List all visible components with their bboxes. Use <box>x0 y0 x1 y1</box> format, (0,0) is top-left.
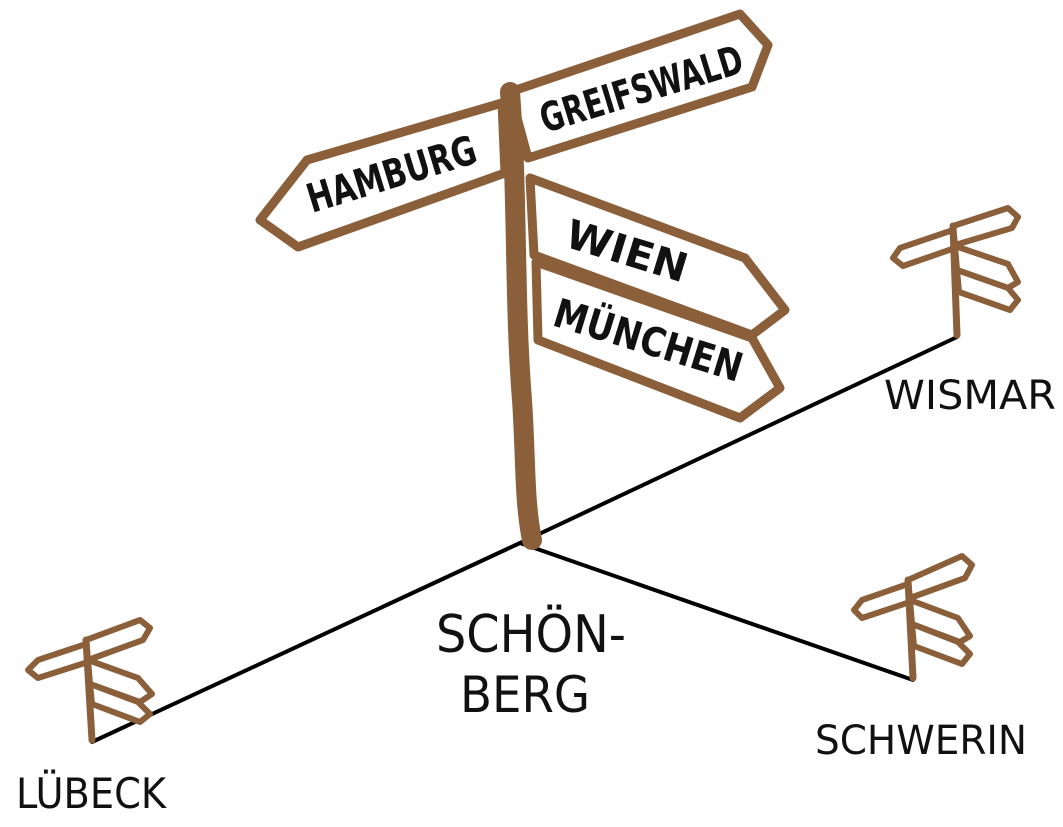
sign-greifswald <box>505 9 773 163</box>
place-schoenberg-line2: BERG <box>460 666 590 724</box>
mini-signpost-wismar <box>890 205 1021 339</box>
mini-signpost-schwerin <box>851 553 975 682</box>
sign-muenchen <box>531 257 785 423</box>
road-to-wismar <box>518 335 959 545</box>
place-wismar: WISMAR <box>884 373 1056 419</box>
sign-wien <box>525 173 790 340</box>
main-post <box>500 82 542 550</box>
place-schoenberg-line1: SCHÖN- <box>436 604 626 665</box>
road-to-schwerin <box>518 541 915 682</box>
place-luebeck: LÜBECK <box>16 768 167 818</box>
place-schwerin: SCHWERIN <box>815 718 1027 764</box>
mini-signpost-luebeck <box>25 617 155 744</box>
road-to-luebeck <box>90 541 522 744</box>
